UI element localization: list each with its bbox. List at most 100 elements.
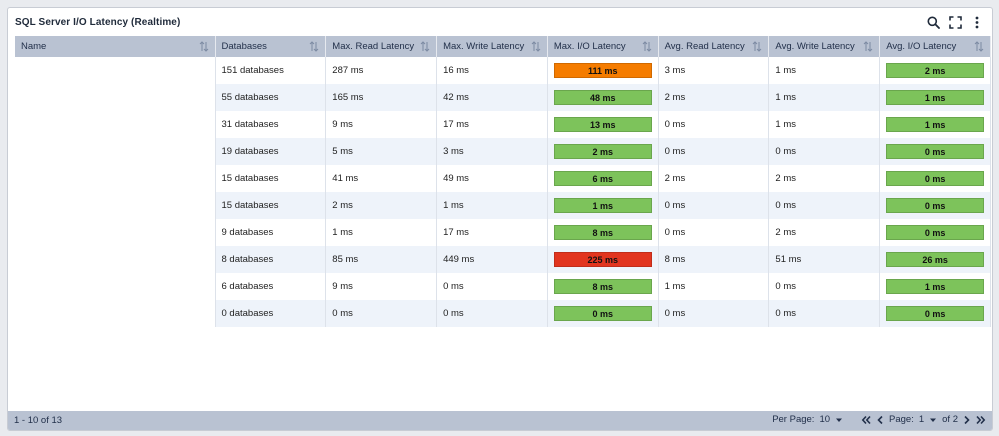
column-header-databases[interactable]: Databases [215,36,327,57]
table-row[interactable]: 6 databases 9 ms 0 ms 8 ms 1 ms 0 ms 1 ms [15,273,991,300]
avg-read-cell: 8 ms [658,246,770,273]
avg-write-cell: 0 ms [768,138,881,165]
page-select[interactable]: 1 [918,414,925,425]
column-header-name[interactable]: Name [15,36,216,57]
per-page-label: Per Page: [772,414,815,425]
next-page-icon[interactable] [963,415,971,425]
avg-io-cell: 0 ms [879,192,991,219]
expand-icon[interactable] [948,15,962,29]
max-io-cell: 8 ms [547,219,659,246]
databases-cell: 8 databases [215,246,327,273]
table-row[interactable]: 9 databases 1 ms 17 ms 8 ms 0 ms 2 ms 0 ms [15,219,991,246]
max-read-cell: 9 ms [325,273,438,300]
widget-header: SQL Server I/O Latency (Realtime) [8,8,992,36]
max-write-cell: 3 ms [436,138,548,165]
table-row[interactable]: 55 databases 165 ms 42 ms 48 ms 2 ms 1 ms 1 ms [15,84,991,111]
table-row[interactable]: 0 databases 0 ms 0 ms 0 ms 0 ms 0 ms 0 ms [15,300,991,327]
caret-down-icon[interactable] [835,416,843,424]
max-read-cell: 165 ms [325,84,438,111]
databases-cell: 55 databases [215,84,327,111]
table-row[interactable]: 15 databases 2 ms 1 ms 1 ms 0 ms 0 ms 0 ms [15,192,991,219]
table-row[interactable]: 19 databases 5 ms 3 ms 2 ms 0 ms 0 ms 0 ms [15,138,991,165]
latency-status-badge: 8 ms [553,225,652,240]
search-icon[interactable] [926,15,940,29]
column-header-max-write[interactable]: Max. Write Latency [436,36,548,57]
sort-icon[interactable] [309,41,319,52]
databases-cell: 0 databases [215,300,327,327]
max-io-cell: 0 ms [547,300,659,327]
avg-read-cell: 2 ms [658,165,770,192]
max-io-cell: 8 ms [547,273,659,300]
latency-status-badge: 48 ms [553,90,652,105]
databases-cell: 6 databases [215,273,327,300]
prev-page-icon[interactable] [876,415,884,425]
avg-io-cell: 1 ms [879,273,991,300]
databases-cell: 151 databases [215,57,327,84]
sort-icon[interactable] [420,41,430,52]
sort-icon[interactable] [531,41,541,52]
max-write-cell: 0 ms [436,300,548,327]
table-row[interactable]: 15 databases 41 ms 49 ms 6 ms 2 ms 2 ms 0 ms [15,165,991,192]
column-header-avg-read[interactable]: Avg. Read Latency [658,36,770,57]
per-page-select[interactable]: 10 [819,414,831,425]
databases-cell: 15 databases [215,165,327,192]
databases-cell: 31 databases [215,111,327,138]
sort-icon[interactable] [199,41,209,52]
first-page-icon[interactable] [861,415,871,425]
page-total: of 2 [942,414,958,425]
more-vertical-icon[interactable] [970,15,984,29]
max-read-cell: 1 ms [325,219,438,246]
name-cell [15,300,216,327]
avg-io-cell: 0 ms [879,138,991,165]
latency-table: Name Databases Max. Read Latency Max. Wr… [15,36,991,327]
name-cell [15,273,216,300]
max-read-cell: 287 ms [325,57,438,84]
table-row[interactable]: 8 databases 85 ms 449 ms 225 ms 8 ms 51 ms 26 … [15,246,991,273]
latency-status-badge: 225 ms [553,252,652,267]
max-read-cell: 9 ms [325,111,438,138]
max-io-cell: 1 ms [547,192,659,219]
avg-read-cell: 0 ms [658,192,770,219]
caret-down-icon[interactable] [929,416,937,424]
avg-read-cell: 0 ms [658,111,770,138]
avg-io-cell: 0 ms [879,219,991,246]
table-header-row: Name Databases Max. Read Latency Max. Wr… [15,36,991,57]
latency-status-badge: 2 ms [553,144,652,159]
avg-io-cell: 2 ms [879,57,991,84]
latency-status-badge: 0 ms [886,171,984,186]
max-io-cell: 2 ms [547,138,659,165]
latency-status-badge: 0 ms [886,306,984,321]
max-write-cell: 17 ms [436,219,548,246]
max-read-cell: 0 ms [325,300,438,327]
latency-status-badge: 0 ms [886,144,984,159]
sort-icon[interactable] [863,41,873,52]
column-header-max-read[interactable]: Max. Read Latency [325,36,438,57]
avg-write-cell: 0 ms [768,273,881,300]
avg-read-cell: 3 ms [658,57,770,84]
table-row[interactable]: 31 databases 9 ms 17 ms 13 ms 0 ms 1 ms 1 ms [15,111,991,138]
sort-icon[interactable] [974,41,984,52]
column-header-avg-io[interactable]: Avg. I/O Latency [879,36,991,57]
max-write-cell: 449 ms [436,246,548,273]
max-io-cell: 48 ms [547,84,659,111]
latency-status-badge: 1 ms [886,90,984,105]
name-cell [15,219,216,246]
table-row[interactable]: 151 databases 287 ms 16 ms 111 ms 3 ms 1 ms 2 … [15,57,991,84]
latency-status-badge: 13 ms [553,117,652,132]
name-cell [15,192,216,219]
latency-status-badge: 26 ms [886,252,984,267]
max-write-cell: 1 ms [436,192,548,219]
latency-status-badge: 2 ms [886,63,984,78]
sort-icon[interactable] [752,41,762,52]
avg-io-cell: 0 ms [879,300,991,327]
widget-title: SQL Server I/O Latency (Realtime) [15,17,181,28]
column-header-avg-write[interactable]: Avg. Write Latency [768,36,881,57]
max-write-cell: 17 ms [436,111,548,138]
avg-write-cell: 2 ms [768,219,881,246]
column-header-max-io[interactable]: Max. I/O Latency [547,36,659,57]
last-page-icon[interactable] [976,415,986,425]
latency-status-badge: 6 ms [553,171,652,186]
max-write-cell: 0 ms [436,273,548,300]
sort-icon[interactable] [642,41,652,52]
max-write-cell: 42 ms [436,84,548,111]
